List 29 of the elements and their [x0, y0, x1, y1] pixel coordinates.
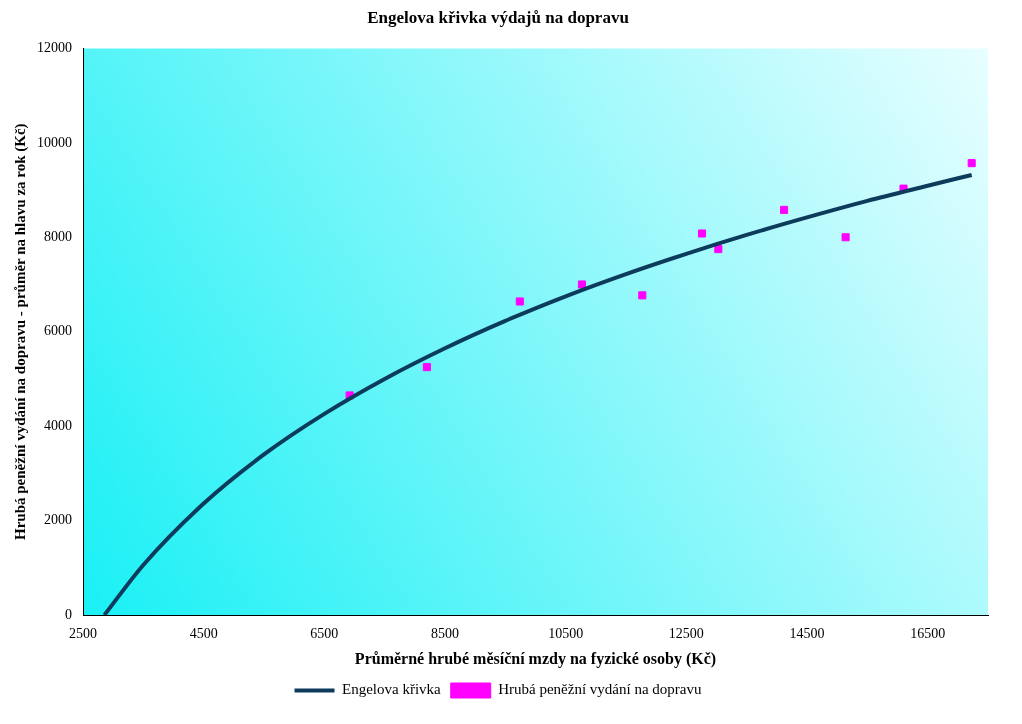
y-axis-title: Hrubá peněžní vydání na dopravu - průměr na hlavu za rok (Kč): [11, 123, 29, 540]
point: [697, 229, 707, 238]
legend-label: Engelova křivka: [342, 681, 442, 698]
x-tick-label: 16500: [910, 626, 946, 642]
y-tick-label: 6000: [44, 323, 72, 339]
point: [515, 297, 524, 306]
x-tick-label: 2500: [69, 626, 97, 642]
x-tick-label: 14500: [789, 626, 825, 642]
x-tick-label: 8500: [431, 626, 459, 642]
point: [638, 291, 647, 300]
point: [577, 280, 586, 289]
x-tick-label: 6500: [310, 626, 339, 642]
x-tick-label: 10500: [548, 626, 584, 642]
y-tick-label: 0: [65, 606, 72, 622]
x-axis-title: Průměrné hrubé měsíční mzdy na fyzické osoby (Kč): [354, 649, 717, 668]
x-tick-label: 12500: [668, 626, 704, 642]
y-tick-label: 10000: [37, 134, 72, 150]
x-tick-label: 4500: [189, 626, 218, 642]
point: [780, 205, 789, 214]
legend-label: Hrubá peněžní vydání na dopravu: [498, 681, 702, 698]
point: [841, 233, 850, 242]
point: [967, 159, 976, 168]
y-tick-label: 4000: [44, 417, 72, 433]
chart-title: Engelova křivka výdajů na dopravu: [367, 7, 629, 27]
y-tick-label: 8000: [44, 228, 72, 244]
line-series: [102, 172, 974, 615]
point: [422, 363, 431, 372]
y-tick-label: 2000: [44, 512, 72, 528]
y-tick-label: 12000: [37, 40, 72, 56]
